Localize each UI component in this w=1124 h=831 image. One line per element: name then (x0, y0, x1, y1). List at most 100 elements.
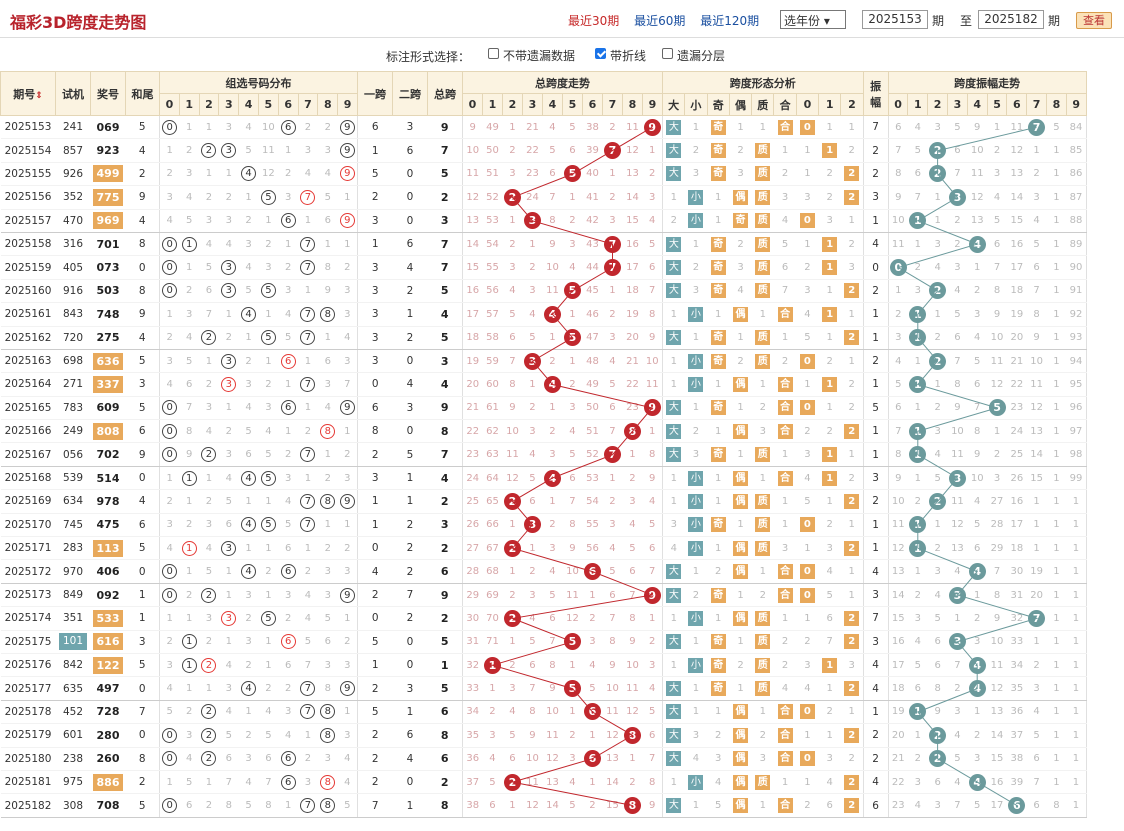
table-row: 2025175 101 616 3 2 1 2 1 3 1 6 5 6 2 5 0 5 31 71 1 5 7 5 3 8 9 2 大… (0, 630, 1087, 654)
trend-cell: 11 (542, 723, 563, 748)
shape-cell: 3 (773, 536, 797, 561)
shape-cell: 偶 (729, 606, 752, 631)
group-cell: 3 (179, 162, 200, 187)
year-select[interactable]: 选年份 ▾ (780, 10, 846, 29)
shape-mod-tag: 0 (799, 119, 815, 135)
group-cell: 1 (159, 138, 180, 163)
option-no-omission-label[interactable]: 不带遗漏数据 (503, 49, 576, 63)
trend-cell: 6 (562, 466, 583, 491)
header-issue[interactable]: 期号⇕ (0, 71, 56, 116)
amp-trend-cell: 1 (1066, 630, 1087, 654)
option-no-omission-checkbox[interactable] (488, 48, 499, 59)
trend-cell: 1 (602, 279, 623, 304)
span1-cell: 3 (357, 209, 393, 233)
trend-cell: 66 (482, 513, 503, 538)
link-recent-120[interactable]: 最近120期 (700, 14, 760, 28)
range-to-input[interactable]: 2025182 (978, 10, 1044, 29)
amp-ball: 5 (988, 399, 1006, 417)
group-cell: 1 (298, 723, 318, 748)
table-row: 2025172 970 406 0 0 1 5 1 4 2 6 2 3 3 4 2 6 28 68 1 2 4 10 6 5 6 7… (0, 559, 1087, 584)
amp-ball: 2 (929, 142, 947, 160)
trend-cell: 7 (542, 185, 563, 210)
span1-cell: 0 (357, 536, 393, 561)
amp-trend-cell: 7 (967, 396, 988, 421)
trend-cell: 55 (582, 513, 603, 538)
group-cell: 5 (238, 793, 259, 818)
group-cell: 9 (337, 489, 358, 514)
span-ball: 7 (603, 142, 621, 160)
link-recent-60[interactable]: 最近60期 (634, 14, 686, 28)
option-polyline-label[interactable]: 带折线 (610, 49, 647, 63)
span1-cell: 0 (357, 606, 393, 631)
trend-cell: 19 (461, 349, 483, 374)
group-cell: 4 (199, 419, 219, 444)
group-cell: 2 (238, 653, 259, 678)
shape-cell: 1 (818, 232, 841, 257)
table-row: 2025155 926 499 2 2 3 1 1 4 12 2 4 4 9 5 0 5 11 51 3 23 6 5 40 1… (0, 162, 1087, 187)
group-ball: 7 (300, 330, 316, 346)
amp-trend-cell: 2 (927, 326, 948, 350)
amp-trend-cell: 2 (907, 489, 928, 514)
trend-cell: 2 (502, 185, 523, 210)
sort-icon[interactable]: ⇕ (35, 90, 43, 101)
trend-cell: 68 (482, 559, 503, 584)
option-layer-checkbox[interactable] (662, 48, 673, 59)
trend-cell: 6 (602, 583, 623, 608)
amp-trend-cell: 12 (947, 513, 968, 538)
span-ball: 2 (503, 609, 521, 627)
amp-trend-cell: 14 (1026, 442, 1047, 467)
shape-cell: 0 (796, 209, 819, 233)
shape-cell: 偶 (729, 559, 752, 584)
link-recent-30[interactable]: 最近30期 (568, 14, 620, 28)
span-ball: 7 (603, 259, 621, 277)
span1-cell: 2 (357, 185, 393, 210)
chevron-down-icon: ▾ (823, 14, 830, 28)
trial-highlight: 101 (59, 633, 87, 651)
amp-trend-cell: 4 (927, 583, 948, 608)
trend-cell: 5 (642, 700, 663, 725)
group-ball: 1 (181, 634, 197, 650)
trend-table: 期号⇕ 试机 奖号 和尾 组选号码分布 一跨 二跨 总跨 总跨度走势 跨度形态分析振幅跨度振幅走势… (0, 71, 1087, 818)
option-polyline-checkbox[interactable] (595, 48, 606, 59)
shape-cell: 合 (773, 700, 797, 725)
shape-cell: 3 (796, 279, 819, 304)
amp-trend-cell: 4 (947, 279, 968, 304)
trend-cell: 56 (582, 536, 603, 561)
amp-trend-cell: 5 (947, 115, 968, 140)
group-cell: 1 (159, 606, 180, 631)
span-total-cell: 1 (427, 653, 463, 678)
group-ball: 4 (241, 517, 257, 533)
span-total-cell: 3 (427, 209, 463, 233)
group-ball: 5 (260, 610, 276, 626)
amp-trend-cell: 8 (987, 279, 1007, 304)
header-amp-trend: 跨度振幅走势 (887, 71, 1087, 94)
header-trend-digit: 7 (601, 93, 623, 116)
group-cell: 5 (238, 279, 259, 304)
shape-cell: 大 (661, 442, 685, 467)
amp-ball: 1 (909, 329, 927, 347)
group-cell: 2 (258, 559, 279, 584)
amp-trend-cell: 1 (907, 349, 928, 374)
shape-mod-tag: 0 (799, 704, 815, 720)
amp-trend-cell: 13 (947, 536, 968, 561)
shape-cell: 7 (773, 279, 797, 304)
prize-cell: 701 (90, 232, 126, 257)
amp-trend-cell: 15 (887, 606, 908, 631)
group-ball: 6 (280, 213, 296, 229)
trend-cell: 11 (622, 115, 643, 140)
shape-tag: 质 (755, 260, 771, 276)
shape-cell: 2 (773, 162, 797, 187)
option-layer-label[interactable]: 遗漏分层 (677, 49, 726, 63)
range-from-input[interactable]: 2025153 (862, 10, 928, 29)
shape-tag: 偶 (733, 774, 748, 790)
trend-cell: 21 (461, 396, 483, 421)
trend-cell: 2 (502, 770, 523, 795)
span1-cell: 3 (357, 302, 393, 327)
table-row: 2025153 241 069 5 0 1 1 3 4 10 6 2 2 9 6 3 9 9 49 1 21 4 5 38 2 1… (0, 115, 1087, 140)
shape-tag: 奇 (710, 447, 726, 463)
shape-cell: 2 (729, 232, 752, 257)
shape-mod-tag: 2 (844, 189, 860, 205)
amp-cell: 6 (863, 793, 889, 818)
query-button[interactable]: 查看 (1076, 12, 1112, 29)
shape-tag: 偶 (733, 727, 748, 743)
